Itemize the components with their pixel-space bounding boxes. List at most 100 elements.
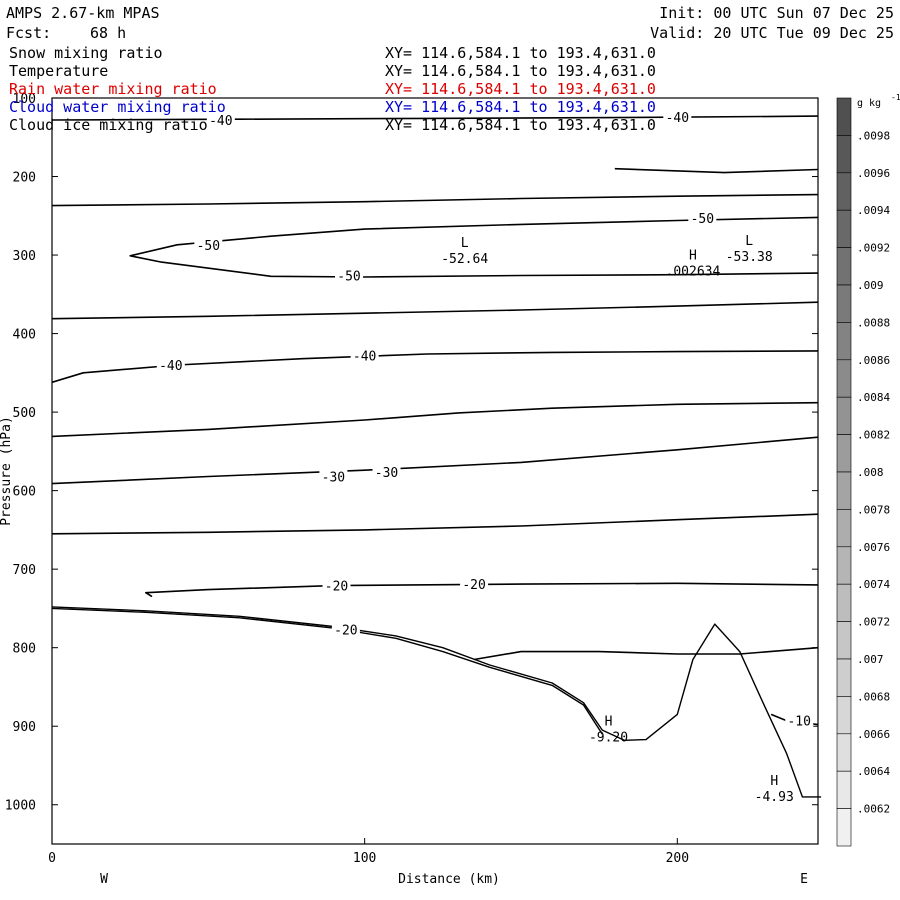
y-axis-label: Pressure (hPa)	[0, 416, 14, 526]
contour-label: -50	[337, 269, 360, 284]
contour-label: -20	[325, 580, 348, 595]
colorbar-label: .0092	[857, 242, 890, 255]
x-axis-label: Distance (km)	[398, 872, 500, 887]
colorbar-label: .008	[857, 466, 884, 479]
colorbar-label: .0086	[857, 354, 890, 367]
x-tick-label: 200	[666, 851, 689, 866]
contour-label: -30	[375, 466, 398, 481]
colorbar-label: .0088	[857, 316, 890, 329]
y-tick-label: 1000	[5, 799, 36, 814]
colorbar-cell	[836, 172, 852, 211]
extremum-letter: L	[461, 236, 469, 251]
temperature-contour	[473, 646, 819, 661]
contour-label-bg	[194, 237, 223, 252]
colorbar-units-exponent: -1	[891, 93, 900, 102]
field-name-rain: Rain water mixing ratio	[9, 80, 217, 98]
extremum-value: .002634	[666, 265, 721, 280]
forecast-label: Fcst:	[6, 24, 52, 42]
extremum-value: -4.93	[755, 790, 794, 805]
colorbar-cell	[836, 209, 852, 248]
contour-layer	[51, 115, 822, 798]
temperature-contour	[614, 167, 819, 174]
colorbar-cell	[836, 284, 852, 323]
field-name-snow: Snow mixing ratio	[9, 44, 163, 62]
temperature-contour	[51, 193, 819, 207]
colorbar-label: .0084	[857, 391, 890, 404]
field-name-cloud-ice: Cloud ice mixing ratio	[9, 116, 208, 134]
x-tick-label: 0	[48, 851, 56, 866]
field-xy-cloud-ice: XY= 114.6,584.1 to 193.4,631.0	[385, 116, 656, 134]
colorbar-units: g kg	[857, 98, 881, 109]
y-tick-label: 800	[13, 642, 36, 657]
colorbar-label: .0098	[857, 129, 890, 142]
y-tick-label: 200	[13, 171, 36, 186]
east-label: E	[800, 872, 808, 887]
contour-label-bg	[156, 357, 185, 372]
colorbar-cell	[836, 621, 852, 660]
colorbar-label: .0094	[857, 204, 890, 217]
extremum-value: -52.64	[441, 252, 488, 267]
temperature-contour	[129, 216, 819, 278]
field-xy-temperature: XY= 114.6,584.1 to 193.4,631.0	[385, 62, 656, 80]
contour-label-bg	[350, 348, 379, 363]
contour-label: -40	[666, 111, 689, 126]
temperature-contour	[51, 401, 819, 438]
colorbar-label: .0076	[857, 541, 890, 554]
colorbar-cell	[836, 808, 852, 847]
y-tick-label: 400	[13, 328, 36, 343]
field-xy-rain: XY= 114.6,584.1 to 193.4,631.0	[385, 80, 656, 98]
extremum-letter: L	[745, 234, 753, 249]
colorbar-cell	[836, 546, 852, 585]
contour-label-bg	[460, 577, 489, 592]
y-tick-label: 900	[13, 720, 36, 735]
contour-label: -40	[159, 359, 182, 374]
x-tick-label: 100	[353, 851, 376, 866]
colorbar-label: .0074	[857, 578, 890, 591]
colorbar-cell	[836, 658, 852, 697]
contour-label-bg	[331, 622, 360, 637]
contour-label: -50	[691, 212, 714, 227]
valid-time: Valid: 20 UTC Tue 09 Dec 25	[650, 24, 894, 42]
extremum-letter: H	[770, 774, 778, 789]
field-xy-cloud-water: XY= 114.6,584.1 to 193.4,631.0	[385, 98, 656, 116]
contour-label-bg	[319, 469, 348, 484]
colorbar-cell	[836, 97, 852, 136]
colorbar-label: .0066	[857, 728, 890, 741]
colorbar-cell	[836, 135, 852, 174]
model-title: AMPS 2.67-km MPAS	[6, 4, 160, 22]
terrain-line	[51, 607, 603, 735]
field-name-temperature: Temperature	[9, 62, 109, 80]
colorbar-label: .009	[857, 279, 884, 292]
colorbar-cell	[836, 247, 852, 286]
temperature-contour	[51, 513, 819, 535]
colorbar-cell	[836, 434, 852, 473]
plot-frame	[51, 97, 819, 845]
colorbar-label: .007	[857, 653, 884, 666]
contour-label: -50	[197, 239, 220, 254]
colorbar-label: .0068	[857, 690, 890, 703]
y-tick-label: 300	[13, 249, 36, 264]
colorbar-cell	[836, 322, 852, 361]
colorbar-cell	[836, 696, 852, 735]
contour-label-bg	[663, 109, 692, 124]
contour-label-bg	[785, 713, 814, 728]
contour-label: -40	[209, 114, 232, 129]
forecast-hours: 68 h	[90, 24, 127, 42]
contour-label-bg	[322, 578, 351, 593]
extremum-value: -9.20	[589, 730, 628, 745]
temperature-contour	[51, 301, 819, 320]
colorbar-cell	[836, 471, 852, 510]
colorbar-cell	[836, 509, 852, 548]
contour-label-bg	[206, 112, 235, 127]
colorbar-label: .0072	[857, 616, 890, 629]
contour-label-bg	[688, 211, 717, 226]
terrain-line	[51, 606, 822, 798]
y-tick-label: 100	[13, 92, 36, 107]
temperature-contour	[51, 436, 819, 485]
field-xy-snow: XY= 114.6,584.1 to 193.4,631.0	[385, 44, 656, 62]
colorbar-label: .0082	[857, 429, 890, 442]
colorbar-cell	[836, 733, 852, 772]
contour-label-bg	[335, 268, 364, 283]
contour-label: -10	[787, 715, 810, 730]
